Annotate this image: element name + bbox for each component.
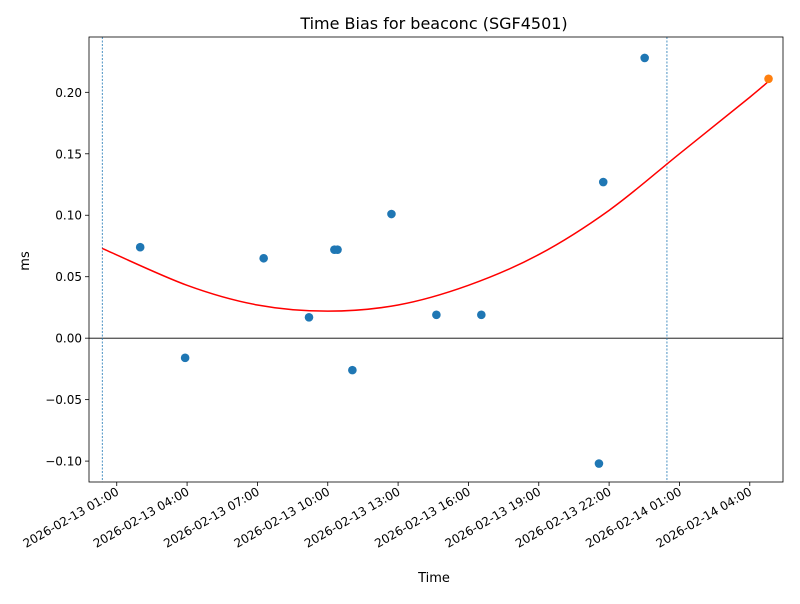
data-point [432, 310, 441, 320]
data-point [333, 245, 342, 254]
plot-frame [88, 36, 784, 483]
y-tick-label: 0.20 [55, 86, 82, 100]
chart-title: Time Bias for beaconc (SGF4501) [299, 14, 567, 33]
latest-data-point [764, 74, 773, 84]
data-point [259, 253, 268, 263]
y-tick-label: −0.05 [45, 393, 82, 407]
y-tick-label: 0.10 [55, 209, 82, 223]
data-point [387, 209, 396, 219]
y-tick-label: 0.05 [55, 270, 82, 284]
data-point [640, 53, 649, 63]
data-point [135, 242, 145, 252]
data-point [180, 353, 190, 363]
data-point [594, 459, 604, 468]
data-point [477, 310, 486, 320]
fit-curve [101, 80, 770, 312]
x-axis-label: Time [417, 571, 450, 586]
data-point [598, 177, 608, 187]
y-tick-label: 0.15 [55, 147, 82, 161]
data-point [348, 365, 357, 375]
data-point [304, 312, 314, 322]
y-tick-label: −0.10 [45, 455, 82, 469]
y-axis-label: ms [18, 251, 33, 271]
y-tick-label: 0.00 [55, 332, 82, 346]
